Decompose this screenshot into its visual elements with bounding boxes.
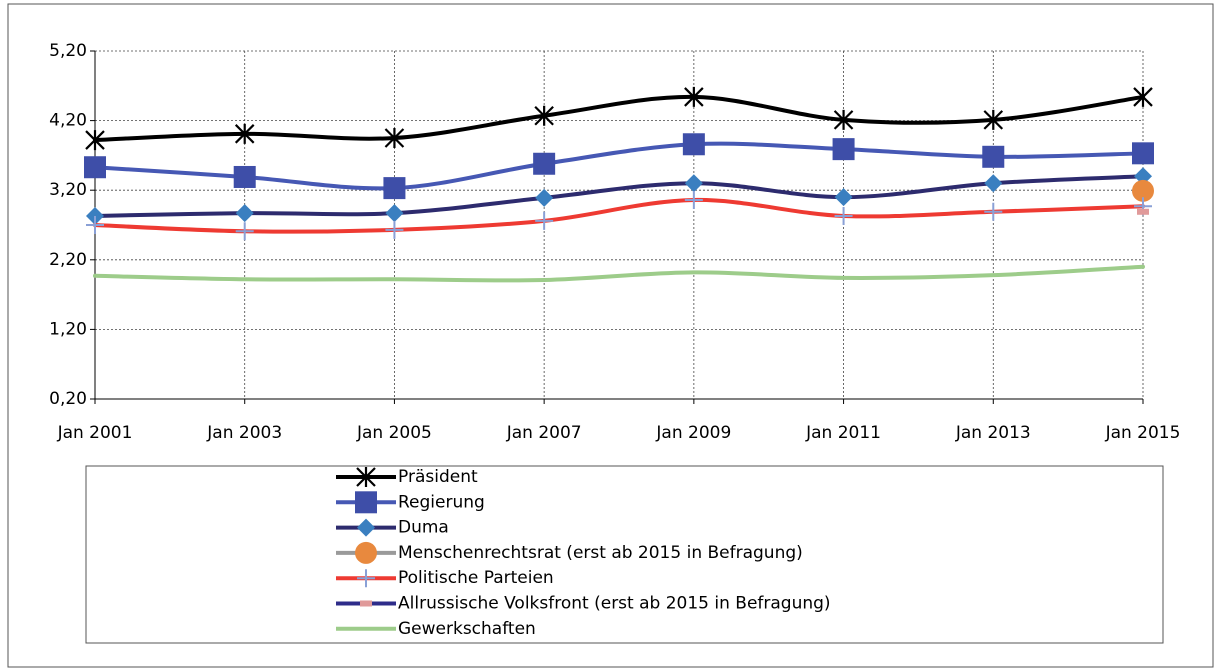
data-point [1134,167,1152,186]
y-tick-label: 5,20 [49,41,87,61]
data-point [1137,208,1149,215]
x-tick-label: Jan 2001 [57,423,133,443]
data-point [534,105,554,126]
series-line [93,174,1145,218]
data-point [235,222,254,241]
legend-label: Präsident [398,467,478,487]
data-point [85,130,105,151]
y-tick-label: 0,20 [49,389,87,409]
legend-label: Gewerkschaften [398,619,536,639]
legend-marker [355,541,377,564]
legend-box [85,465,1164,644]
data-point [233,165,256,188]
data-point [1132,179,1154,202]
data-point [684,86,704,107]
data-point [383,177,406,200]
data-point [535,188,554,207]
legend-label: Menschenrechtsrat (erst ab 2015 in Befra… [398,543,803,563]
data-point [86,216,104,234]
legend-marker [356,467,376,487]
x-tick-label: Jan 2009 [655,423,731,443]
legend-label: Allrussische Volksfront (erst ab 2015 in… [398,594,831,614]
data-point [834,188,853,207]
y-tick-label: 1,20 [49,319,87,339]
legend-marker [355,491,377,514]
x-tick-label: Jan 2005 [356,423,432,443]
x-tick-label: Jan 2003 [206,423,282,443]
data-point [384,128,405,148]
data-point [86,206,104,225]
x-tick-label: Jan 2011 [805,423,881,443]
series-line [93,264,1145,283]
series-line [93,197,1145,234]
x-tick-label: Jan 2015 [1105,423,1181,443]
data-point [833,109,854,130]
legend-label: Regierung [398,492,485,512]
data-point [684,174,703,193]
y-tick-label: 4,20 [49,111,87,131]
data-point [535,211,554,230]
data-point [1133,86,1153,107]
data-point [682,133,705,156]
x-tick-label: Jan 2013 [955,423,1031,443]
legend-label: Duma [398,518,449,538]
data-point [84,156,106,179]
data-point [385,204,404,223]
series-line [93,94,1145,143]
legend-marker [360,600,372,607]
series-line [93,141,1145,191]
data-point [385,220,404,239]
legend-marker [357,569,375,588]
y-tick-label: 3,20 [49,180,87,200]
data-point [834,206,853,225]
data-point [234,123,255,144]
data-point [533,152,556,175]
data-point [982,145,1005,168]
chart-border [7,3,1214,668]
y-tick-label: 2,20 [49,250,87,270]
data-point [1132,142,1154,165]
data-point [235,204,254,223]
legend-marker [357,518,375,537]
legend-label: Politische Parteien [398,568,554,588]
x-tick-label: Jan 2007 [506,423,582,443]
data-point [983,109,1004,130]
data-point [684,190,703,209]
data-point [984,174,1003,193]
data-point [832,138,855,161]
data-point [984,202,1003,221]
